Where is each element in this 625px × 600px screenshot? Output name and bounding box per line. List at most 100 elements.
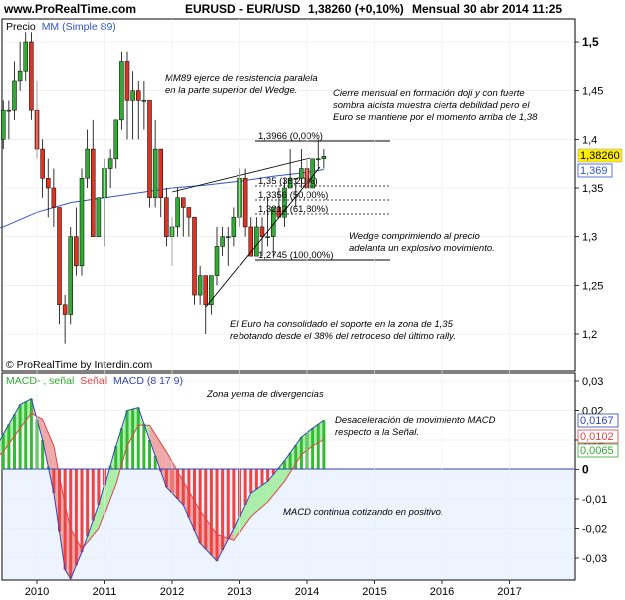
candle (113, 119, 118, 169)
candle (68, 226, 73, 325)
candle (265, 197, 270, 247)
last-signal-tag (577, 429, 619, 444)
macd-bar-negative (52, 469, 56, 494)
candle (220, 226, 225, 257)
macd-bar-positive (322, 420, 326, 470)
x-tick-label: 2011 (93, 586, 117, 598)
candle-body-down (248, 226, 253, 257)
annotation-wedge-1: Wedge comprimiendo al precio (349, 231, 480, 242)
candle (181, 197, 186, 237)
macd-bar-negative (260, 469, 264, 486)
candle (321, 149, 327, 169)
candle-body-down (51, 187, 57, 208)
x-tick-label: 2010 (25, 586, 49, 598)
candle-body-down (40, 148, 45, 179)
candle-body-down (158, 148, 163, 198)
price-tick-label: 1,45 (582, 86, 603, 98)
macd-bar-negative (91, 469, 95, 521)
macd-bar-negative (97, 469, 101, 505)
candle-body-up (17, 70, 23, 82)
macd-bar-negative (204, 469, 208, 550)
candle (119, 51, 124, 130)
candle (130, 71, 135, 140)
macd-fill-segment (149, 425, 167, 488)
last-hist-label: 0,0065 (580, 445, 614, 457)
macd-bar-positive (316, 424, 320, 470)
candle-body-down (124, 61, 130, 101)
price-axis: 1,5 1,45 1,4 1,35 1,3 1,25 1,2 (575, 35, 603, 341)
price-tick-label: 1,2 (582, 329, 597, 341)
macd-bar-positive (131, 409, 135, 470)
macd-bar-positive (294, 444, 298, 470)
candle (6, 100, 12, 140)
last-price-label: 1,38260 (580, 150, 620, 162)
candle-body-up (214, 246, 220, 276)
x-tick-label: 2015 (362, 586, 386, 598)
candle-body-up (141, 100, 147, 102)
annotation-support-2: rebotando desde el 38% del retroceso del… (230, 331, 456, 342)
macd-bar-positive (142, 423, 146, 470)
candle (226, 226, 231, 266)
price-tick-label: 1,3 (582, 232, 597, 244)
macd-bar-negative (243, 469, 247, 505)
candle-body-down (74, 236, 79, 267)
last-ma-label: 1,369 (580, 165, 608, 177)
candle-body-up (130, 90, 135, 101)
candle (192, 216, 197, 305)
candles (1, 32, 327, 344)
macd-bar-negative (74, 469, 78, 566)
quote-label: 1,38260 (+0,10%) (308, 2, 404, 16)
last-price-tag (577, 148, 623, 163)
candle-body-down (29, 41, 34, 111)
candle-body-down (136, 90, 141, 101)
candle-body-up (226, 236, 231, 238)
wedge-lower-line (205, 166, 321, 308)
annotation-wedge-2: adelanta un explosivo movimiento. (349, 243, 495, 254)
candle (203, 275, 208, 334)
price-legend: Precio MM (Simple 89) (6, 21, 116, 33)
candle-body-up (107, 158, 113, 169)
x-tick-label: 2013 (227, 586, 251, 598)
fib-label-50: 1,3356 (50,00%) (258, 190, 328, 201)
credit-label[interactable]: © ProRealTime by Interdin.com (6, 359, 152, 371)
candle-body-down (62, 304, 68, 315)
candle-body-up (119, 61, 124, 121)
macd-bar-negative (187, 469, 191, 518)
candle-body-down (192, 216, 197, 296)
macd-bar-negative (69, 469, 73, 579)
macd-bar-negative (215, 469, 219, 561)
candle (197, 265, 203, 305)
candle-body-up (197, 275, 203, 296)
candle-body-up (254, 226, 259, 257)
candle-body-up (12, 80, 17, 111)
candle (209, 275, 214, 315)
macd-bar-negative (86, 469, 90, 537)
last-ma-tag (577, 163, 613, 178)
candle (299, 149, 304, 188)
macd-bar-positive (119, 428, 123, 470)
candle-body-up (113, 119, 118, 160)
candle-body-down (181, 197, 186, 208)
annotation-macd-decel-2: respecto a la Señal. (335, 427, 419, 438)
wedge-upper-line (171, 157, 311, 193)
fib-label-0: 1,3966 (0,00%) (258, 131, 323, 142)
annotation-support-1: El Euro ha consolidado el soporte en la … (230, 319, 454, 330)
last-macd-tag (577, 413, 619, 428)
site-name[interactable]: www.ProRealTime.com (3, 2, 136, 16)
annotation-divergence: Zona yema de divergencias (206, 389, 324, 400)
annotation-doji-1: Cierre mensual en formación doji y con f… (333, 88, 525, 99)
candle (29, 32, 34, 120)
candle-body-up (85, 148, 90, 179)
candle-body-down (203, 275, 208, 306)
price-panel[interactable] (1, 18, 576, 372)
macd-bar-negative (164, 469, 168, 488)
candle-body-up (321, 156, 327, 160)
annotation-ma89-2: en la parte superior del Wedge. (165, 85, 297, 96)
ma-legend-label: MM (Simple 89) (42, 21, 116, 33)
x-tick-label: 2012 (160, 586, 184, 598)
annotation-ma89-1: MM89 ejerce de resistencia paralela (165, 73, 318, 84)
candle (79, 168, 85, 276)
macd-bar-positive (108, 465, 112, 470)
price-tick-label: 1,25 (582, 280, 603, 292)
price-tick-label: 1,4 (582, 134, 597, 146)
